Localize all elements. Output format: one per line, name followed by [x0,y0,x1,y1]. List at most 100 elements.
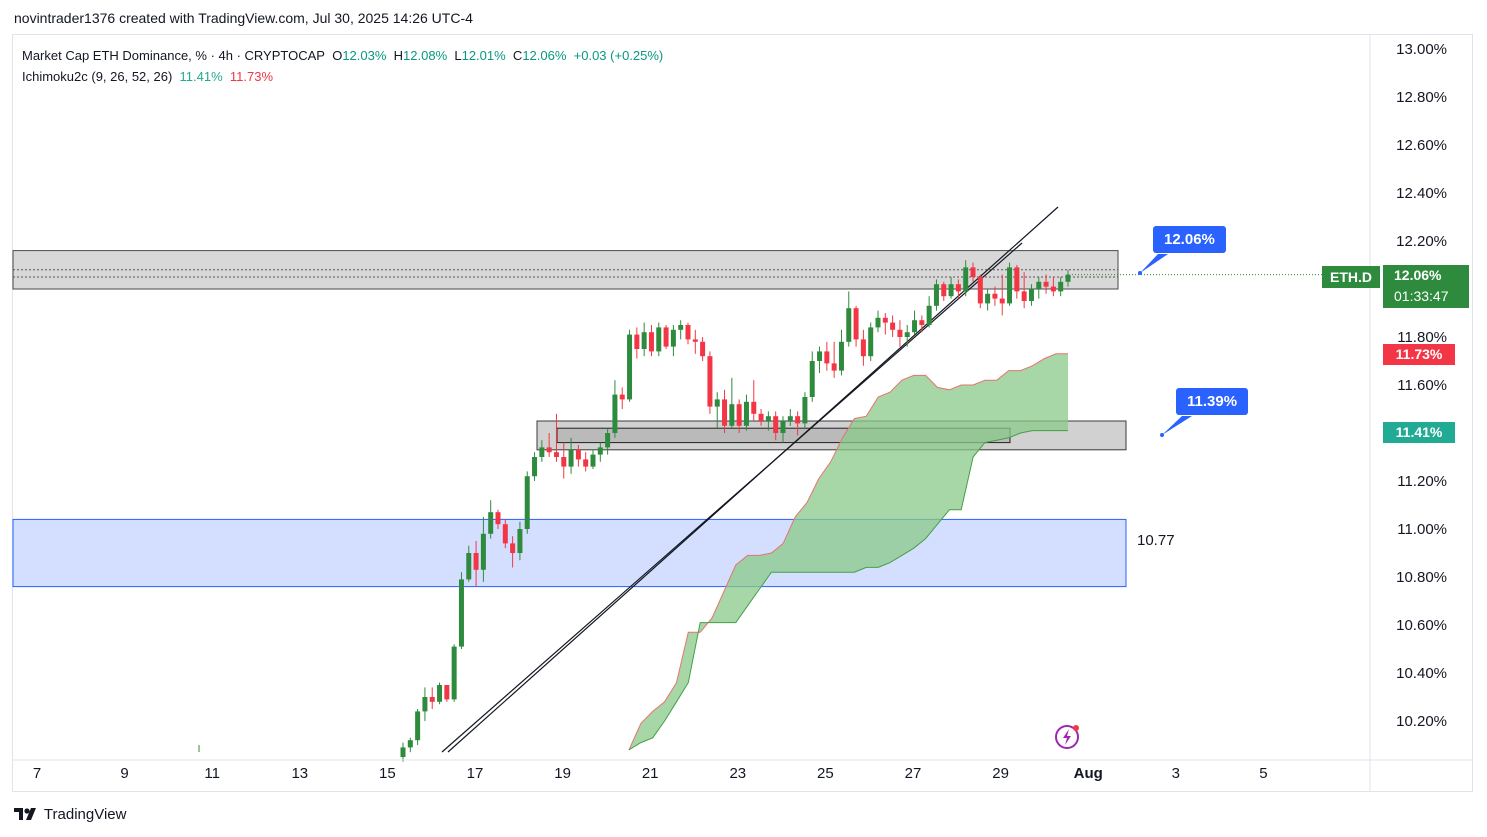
candle-body [612,394,618,433]
x-tick-label: 9 [120,765,128,782]
candle [663,325,669,349]
candle-body [758,413,764,421]
candle-body [458,579,464,647]
candle-body [970,267,976,277]
candle [429,687,435,709]
indicator-value-2: 11.73% [229,69,274,84]
candle [415,709,421,745]
x-tick-label: 25 [817,765,834,782]
candle-body [502,524,508,544]
candle-body [977,277,983,304]
candle [941,281,947,301]
x-tick-label: 23 [729,765,746,782]
candle-body [890,322,896,330]
candle [1007,262,1013,306]
candle [422,687,428,721]
chart-credit: novintrader1376 created with TradingView… [14,10,473,26]
candle-body [722,399,728,426]
candle-body [1007,267,1013,304]
candle [612,380,618,438]
candle [868,322,874,361]
candle-body [1058,281,1064,292]
candle-body [619,394,625,400]
y-tick-label: 12.60% [1396,137,1447,154]
candle-body [444,685,450,700]
candle [977,274,983,309]
candle [458,572,464,649]
y-tick-label: 13.00% [1396,41,1447,58]
trendlines [441,206,1059,753]
senkou-b-line [628,430,1068,751]
candle [809,351,815,402]
candle-body [868,327,874,357]
candle-body [685,325,691,340]
candle [627,329,633,402]
current-price: 12.06% [1394,267,1442,283]
legend-low-label: L [454,48,462,63]
candle-body [729,404,735,426]
legend-main-row: Market Cap ETH Dominance, % · 4h · CRYPT… [22,45,663,66]
candle [926,296,932,328]
candle-body [904,332,910,337]
candle-body [590,454,596,467]
candle [743,394,749,431]
tradingview-brand[interactable]: TradingView [14,806,126,823]
candle-body [860,339,866,357]
legend-low-value: 12.01% [461,48,506,63]
candle [758,409,764,426]
x-tick-label: 3 [1172,765,1180,782]
x-tick-label: 29 [992,765,1009,782]
demand-zone-label: 10.77 [1137,532,1175,549]
candle-body [941,284,947,297]
candle-body [692,339,698,342]
indicator-name[interactable]: Ichimoku2c (9, 26, 52, 26) [22,69,173,84]
x-tick-label: 15 [379,765,396,782]
candles [198,260,1370,762]
candle-body [422,697,428,712]
candle [502,519,508,549]
candle [597,442,603,462]
candle-body [1036,281,1042,289]
candle-body [583,459,589,467]
candle-body [480,533,486,570]
candle [780,416,786,443]
candle [1065,269,1071,287]
callout-upper-pointer [1140,254,1168,273]
x-tick-label: 5 [1259,765,1267,782]
candle-body [992,293,998,299]
candle [904,325,910,347]
candle [948,277,954,299]
candle [590,449,596,469]
candle-body [838,341,844,371]
chart-legend: Market Cap ETH Dominance, % · 4h · CRYPT… [22,45,663,87]
candle-body [707,356,713,407]
candle-body [999,298,1005,304]
candle [451,644,457,702]
candle-body [451,646,457,700]
candle-body [539,447,545,457]
axes: 10.20% 10.40% 10.60% 10.80% 11.00% 11.20% 11.4… [13,34,1473,792]
candle [933,279,939,311]
senkou-a-tag: 11.41% [1383,422,1455,443]
candle [714,392,720,429]
candle [517,521,523,561]
candle-body [926,305,932,325]
candle [838,329,844,376]
candle [773,411,779,441]
candle [700,337,706,361]
candle [641,322,647,357]
callout-lower[interactable]: 11.39% [1176,388,1249,415]
chart-frame [12,34,1473,792]
candle-body [787,416,793,421]
candle [912,310,918,335]
candle-body [780,421,786,433]
brand-name: TradingView [43,806,127,823]
callout-lower-pointer [1162,416,1192,435]
callout-upper[interactable]: 12.06% [1153,226,1226,253]
candle [831,341,837,378]
lightning-icon-bolt [1063,729,1071,745]
candle [722,389,728,433]
candle-body [824,351,830,364]
legend-indicator-row: Ichimoku2c (9, 26, 52, 26) 11.41% 11.73% [22,66,663,87]
